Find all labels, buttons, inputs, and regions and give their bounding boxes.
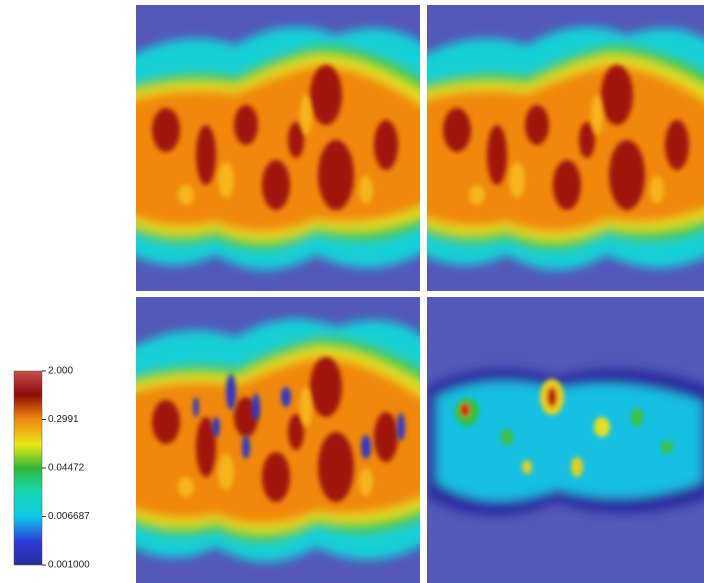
figure: 2.000 0.2991 0.04472 0.006687 0.001000 (0, 0, 704, 583)
colorbar-tick-label: 0.001000 (48, 560, 90, 571)
panel-top-left (116, 5, 436, 291)
colorbar-tick-label: 2.000 (48, 366, 73, 377)
colorbar (14, 371, 42, 565)
colorbar-tick-label: 0.2991 (48, 414, 79, 425)
colorbar-tick-label: 0.04472 (48, 463, 85, 474)
panel-top-right (407, 5, 704, 291)
panel-bottom-left (116, 297, 436, 583)
page: 2.0000.29910.044720.0066870.001000 (() =… (0, 0, 704, 583)
colorbar-tick-label: 0.006687 (48, 511, 90, 522)
panel-bottom-right (427, 297, 704, 583)
